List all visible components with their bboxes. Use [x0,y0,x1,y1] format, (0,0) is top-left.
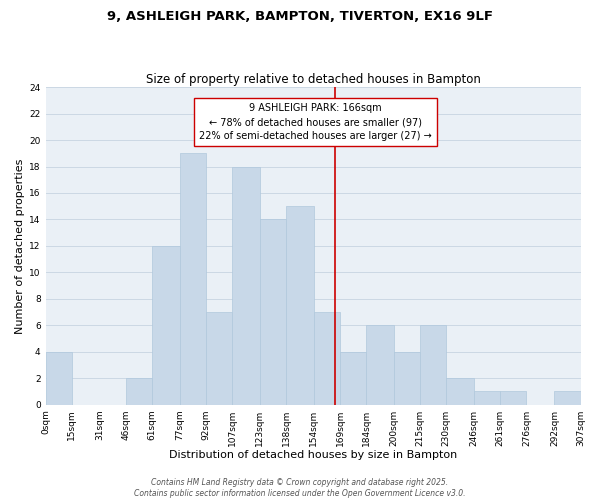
Bar [420,325,446,404]
Bar [206,312,232,404]
Bar [286,206,314,404]
Text: Contains HM Land Registry data © Crown copyright and database right 2025.
Contai: Contains HM Land Registry data © Crown c… [134,478,466,498]
Bar [446,378,474,404]
Text: 9, ASHLEIGH PARK, BAMPTON, TIVERTON, EX16 9LF: 9, ASHLEIGH PARK, BAMPTON, TIVERTON, EX1… [107,10,493,23]
X-axis label: Distribution of detached houses by size in Bampton: Distribution of detached houses by size … [169,450,457,460]
Bar [500,392,526,404]
Bar [125,378,152,404]
Title: Size of property relative to detached houses in Bampton: Size of property relative to detached ho… [146,73,481,86]
Bar [152,246,180,404]
Bar [232,166,260,404]
Bar [340,352,366,405]
Bar [394,352,420,405]
Bar [260,220,286,404]
Bar [46,352,71,405]
Bar [474,392,500,404]
Text: 9 ASHLEIGH PARK: 166sqm
← 78% of detached houses are smaller (97)
22% of semi-de: 9 ASHLEIGH PARK: 166sqm ← 78% of detache… [199,103,432,141]
Y-axis label: Number of detached properties: Number of detached properties [15,158,25,334]
Bar [314,312,340,404]
Bar [180,154,206,404]
Bar [554,392,581,404]
Bar [366,325,394,404]
